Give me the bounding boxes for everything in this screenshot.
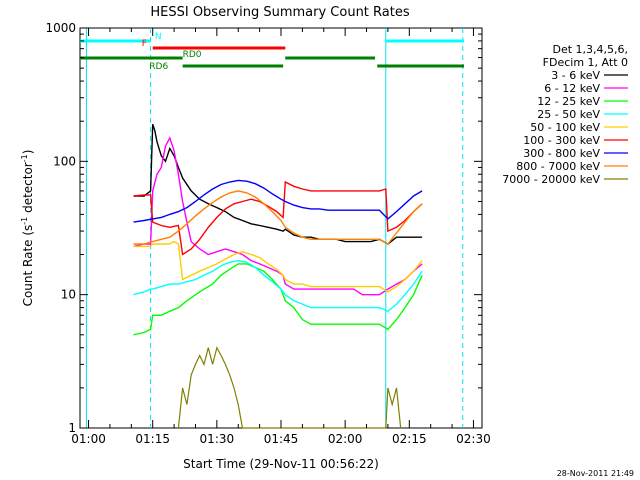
- x-tick-label-4: 02:00: [328, 432, 363, 446]
- series-group: [133, 123, 423, 429]
- legend: Det 1,3,4,5,6, FDecim 1, Att 0 3 - 6 keV…: [502, 43, 628, 186]
- legend-label-7: 800 - 7000 keV: [516, 160, 600, 173]
- y-axis-label-sup2: -1: [20, 154, 29, 162]
- series-line-8: [177, 346, 402, 429]
- chart-title: HESSI Observing Summary Count Rates: [150, 5, 409, 20]
- x-tick-label-5: 02:15: [392, 432, 427, 446]
- legend-label-8: 7000 - 20000 keV: [502, 173, 600, 186]
- vertical-markers: [85, 28, 464, 428]
- series-line-1: [133, 136, 423, 296]
- footer-timestamp: 28-Nov-2011 21:49: [556, 469, 634, 478]
- legend-label-3: 25 - 50 keV: [537, 108, 600, 121]
- series-line-4: [133, 240, 423, 293]
- x-axis-label: Start Time (29-Nov-11 00:56:22): [183, 457, 379, 471]
- legend-label-2: 12 - 25 keV: [537, 95, 600, 108]
- y-axis-label: Count Rate (s-1 detector-1): [20, 150, 35, 307]
- legend-label-4: 50 - 100 keV: [530, 121, 600, 134]
- y-tick-label-2: 100: [53, 154, 76, 168]
- series-line-3: [133, 259, 423, 313]
- x-tick-label-6: 02:30: [456, 432, 491, 446]
- annotation-label-2: F: [142, 39, 147, 49]
- annotation-label-5: RD6: [149, 62, 168, 72]
- series-line-6: [133, 179, 423, 223]
- x-tick-label-2: 01:30: [200, 432, 235, 446]
- y-axis-label-end: ): [21, 150, 35, 155]
- x-tick-label-0: 01:00: [71, 432, 106, 446]
- legend-label-1: 6 - 12 keV: [544, 82, 600, 95]
- legend-header-2: FDecim 1, Att 0: [543, 56, 628, 69]
- series-line-0: [133, 123, 423, 245]
- legend-label-5: 100 - 300 keV: [523, 134, 600, 147]
- y-tick-label-3: 1000: [45, 21, 76, 35]
- legend-header-1: Det 1,3,4,5,6,: [552, 43, 628, 56]
- series-line-2: [133, 263, 423, 336]
- y-axis-label-main: Count Rate (s: [21, 225, 35, 307]
- y-axis: 1 10 100 1000: [45, 21, 482, 435]
- attenuator-annotations: NF RD0 RD6: [80, 32, 464, 72]
- y-tick-label-0: 1: [68, 421, 76, 435]
- annotation-label-0: N: [155, 32, 162, 42]
- y-axis-label-sup1: -1: [20, 217, 29, 225]
- legend-label-6: 300 - 800 keV: [523, 147, 600, 160]
- series-line-7: [133, 190, 423, 245]
- y-axis-label-mid: detector: [21, 162, 35, 217]
- x-tick-label-1: 01:15: [135, 432, 170, 446]
- annotation-label-3: RD0: [183, 50, 202, 60]
- x-axis: 01:00 01:15 01:30 01:45 02:00 02:15 02:30: [71, 28, 491, 446]
- legend-label-0: 3 - 6 keV: [551, 69, 600, 82]
- plot-frame: [79, 27, 483, 429]
- y-tick-label-1: 10: [61, 288, 76, 302]
- x-tick-label-3: 01:45: [264, 432, 299, 446]
